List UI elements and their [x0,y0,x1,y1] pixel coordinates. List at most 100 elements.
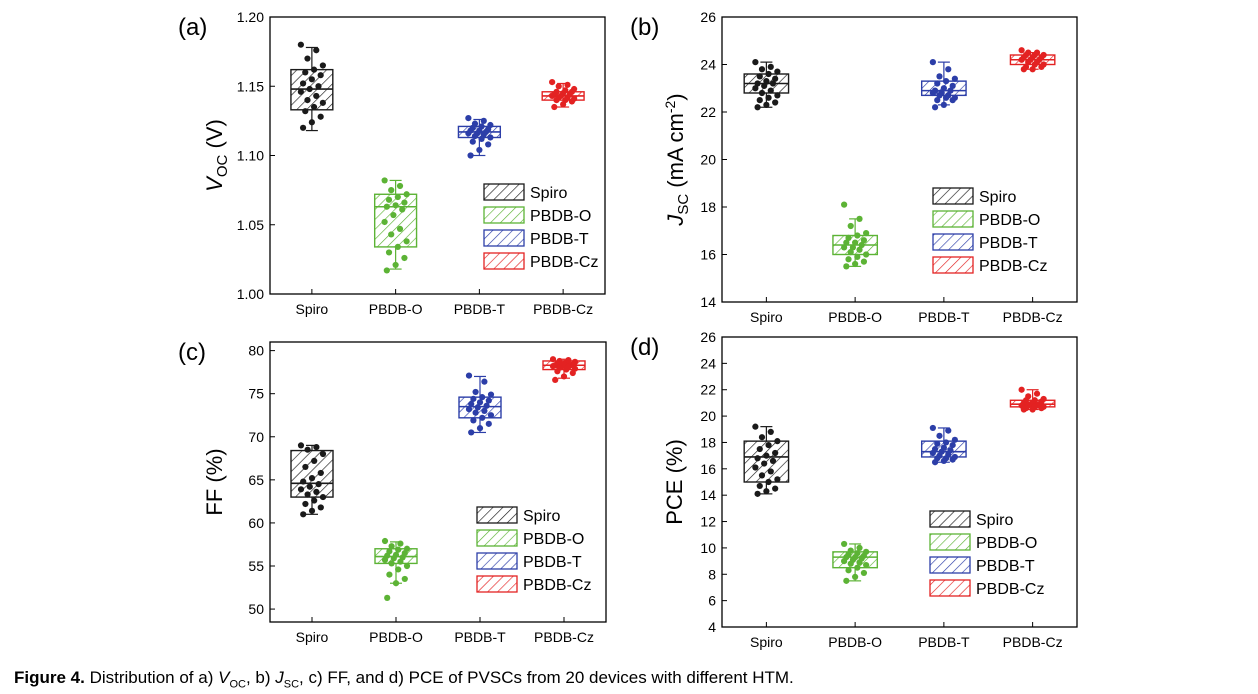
y-tick-label: 75 [248,386,264,402]
data-point [765,94,772,101]
data-point [843,239,850,246]
panel-c: 50 55 60 65 70 75 80 Spiro PBDB-O PBDB-T PBDB-Cz (c… [178,339,607,645]
x-tick-label: Spiro [296,629,329,645]
y-tick-label: 20 [700,152,716,168]
y-tick-label: 18 [700,434,716,450]
data-point [381,537,389,545]
data-point [401,199,408,206]
data-point [568,98,576,105]
legend-swatch [932,256,974,274]
data-point [931,104,939,111]
data-point [774,438,781,445]
data-point [1025,59,1032,66]
data-point [936,92,943,99]
data-point [302,463,309,471]
data-point [471,133,479,140]
data-point [860,258,868,265]
data-point [469,138,476,145]
caption-text-3: , c) FF, and d) PCE of PVSCs from 20 dev… [299,668,794,687]
data-point [767,468,774,475]
data-point [465,115,472,122]
data-point [758,472,766,479]
data-point [313,47,320,54]
x-tick-label: PBDB-T [454,301,506,317]
box-pbdb-t [920,59,967,111]
y-tick-label: 6 [708,593,716,609]
data-point [1018,386,1025,393]
data-point [769,457,777,465]
legend-swatch [929,579,971,597]
data-point [754,490,761,497]
data-point [388,560,395,567]
data-point [401,575,408,583]
y-tick-label: 1.10 [237,148,264,164]
box-pbdb-t [920,424,967,466]
data-point [942,78,950,85]
panel-label: (d) [630,334,659,361]
data-point [479,394,486,401]
box-pbdb-t [457,115,502,159]
legend-label: PBDB-O [979,212,1040,229]
x-tick-label: PBDB-Cz [533,301,593,317]
legend-label: PBDB-O [976,535,1037,552]
data-point [951,75,958,82]
y-tick-label: 70 [248,429,264,445]
data-point [763,488,770,495]
data-point [304,55,311,62]
legend-swatch [476,529,518,547]
data-point [381,218,388,226]
legend-swatch [483,252,525,270]
data-point [394,193,401,201]
legend-swatch [476,506,518,524]
data-point [319,493,327,501]
y-axis-title-symbol: V [202,175,227,192]
data-point [841,540,848,548]
data-point [1020,406,1027,413]
data-point [1018,56,1025,63]
data-point [936,432,943,439]
legend-swatch [932,187,974,205]
panel-label: (c) [178,339,206,366]
legend-label: Spiro [979,189,1016,206]
data-point [381,556,389,564]
data-point [849,244,857,251]
data-point [308,119,315,126]
data-point [756,73,763,80]
y-tick-label: 26 [700,9,716,25]
y-axis-title-subscript: SC [675,194,692,215]
data-point [468,400,475,408]
data-point [549,92,556,100]
data-point [485,141,492,148]
legend: Spiro PBDB-O PBDB-T PBDB-Cz [929,510,1044,598]
x-tick-label: PBDB-O [828,309,882,325]
data-point [763,452,770,459]
data-point [854,564,861,571]
y-axis-title-end: ) [663,93,688,100]
data-point [465,372,473,379]
box-pbdb-o [373,177,418,274]
y-tick-label: 16 [700,461,716,477]
y-axis-title-subscript: OC [214,154,231,177]
data-point [474,404,481,411]
caption-v-sub: OC [229,678,246,691]
data-point [470,417,477,424]
data-point [385,249,393,256]
y-tick-label: 1.15 [237,78,264,94]
x-tick-label: PBDB-T [918,309,970,325]
data-point [472,388,479,396]
box-pbdb-o [374,537,418,601]
data-point [297,442,305,449]
legend-label: PBDB-T [976,558,1035,575]
legend-swatch [476,575,518,593]
y-tick-label: 22 [700,104,716,120]
data-point [319,99,326,106]
box-body [373,193,418,248]
data-point [843,577,850,584]
data-point [306,85,313,93]
box-pbdb-t [458,372,502,436]
x-tick-label: PBDB-Cz [1003,309,1063,325]
data-point [752,423,759,430]
data-point [756,482,763,490]
legend-label: PBDB-T [979,235,1038,252]
